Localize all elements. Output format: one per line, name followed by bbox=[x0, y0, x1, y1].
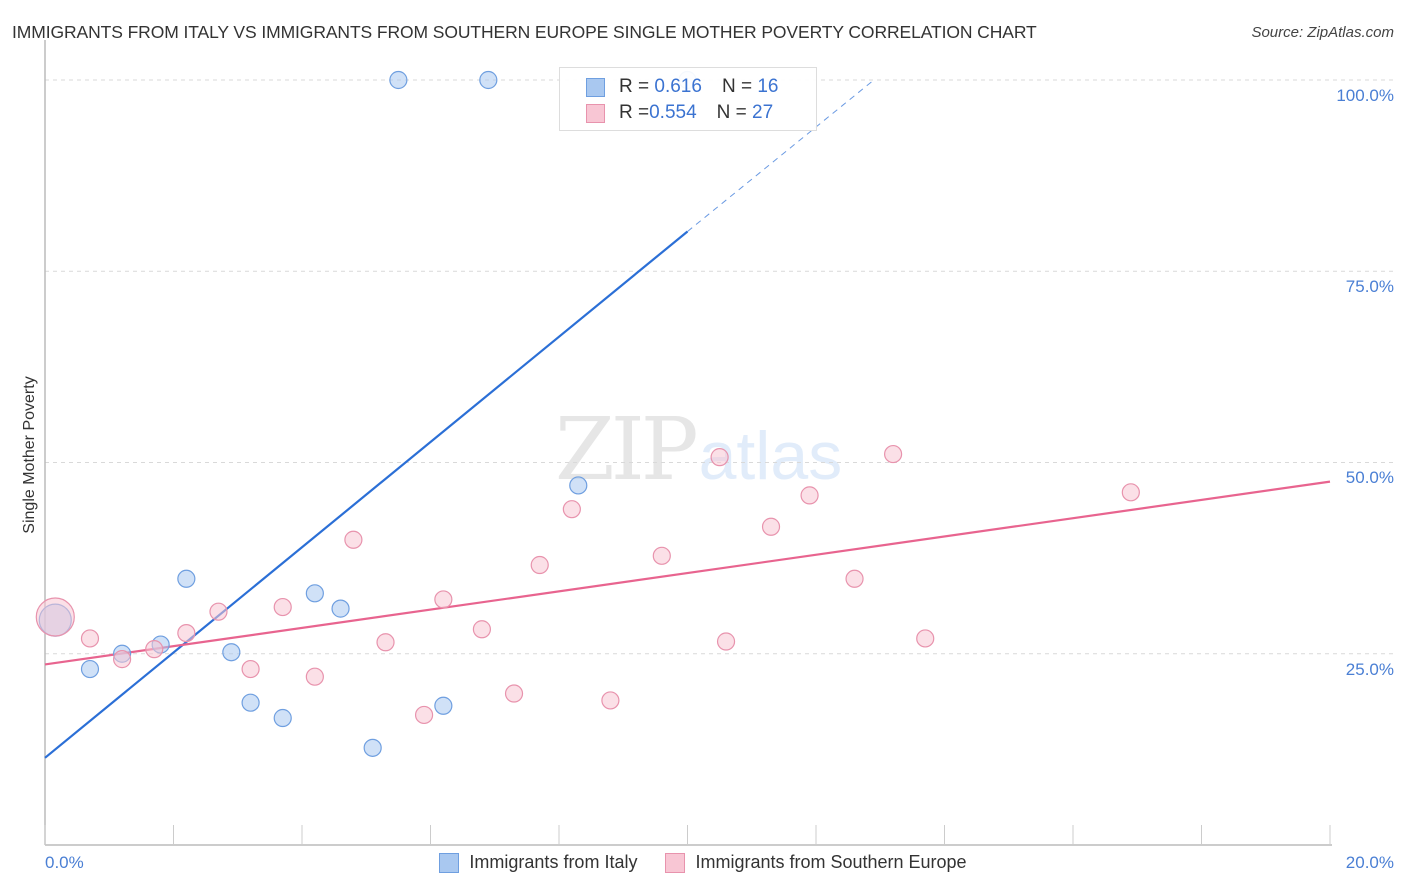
data-point bbox=[241, 693, 260, 712]
data-point bbox=[222, 643, 241, 662]
n-label: N = bbox=[721, 76, 753, 97]
n-value-southern-europe: 27 bbox=[752, 102, 774, 123]
data-point bbox=[569, 476, 588, 495]
data-point bbox=[241, 659, 260, 679]
data-point bbox=[434, 696, 453, 715]
data-point bbox=[479, 70, 498, 90]
italy-legend-swatch-icon bbox=[439, 852, 460, 873]
y-tick-50: 50.0% bbox=[1345, 468, 1394, 487]
data-point bbox=[177, 623, 196, 643]
data-point bbox=[601, 691, 620, 710]
data-point bbox=[472, 620, 491, 639]
data-point bbox=[530, 555, 549, 575]
data-point bbox=[652, 546, 671, 565]
data-point bbox=[344, 530, 363, 549]
n-label: N = bbox=[716, 102, 747, 123]
data-point bbox=[761, 517, 781, 536]
data-point bbox=[331, 599, 350, 618]
data-point bbox=[177, 569, 196, 588]
r-label: R = bbox=[619, 102, 650, 123]
x-tick-max: 20.0% bbox=[1345, 853, 1394, 872]
data-point bbox=[883, 444, 903, 464]
legend-item-southern-europe[interactable]: Immigrants from Southern Europe bbox=[665, 852, 967, 873]
y-axis-label: Single Mother Poverty bbox=[21, 376, 38, 534]
data-point bbox=[434, 590, 453, 609]
legend-label-italy: Immigrants from Italy bbox=[469, 852, 638, 872]
data-point bbox=[363, 738, 382, 757]
italy-swatch-icon bbox=[586, 77, 605, 97]
data-point bbox=[305, 667, 324, 686]
data-point bbox=[916, 629, 935, 648]
data-point bbox=[716, 632, 736, 651]
data-point bbox=[112, 650, 132, 669]
data-point bbox=[800, 486, 819, 505]
legend-row-southern-europe: R = 0.554 N = 27 bbox=[586, 101, 773, 125]
southern-europe-legend-swatch-icon bbox=[665, 852, 686, 873]
data-point bbox=[209, 602, 228, 621]
legend-item-italy[interactable]: Immigrants from Italy bbox=[439, 852, 637, 873]
data-point bbox=[710, 448, 729, 467]
data-point bbox=[80, 659, 100, 679]
data-point bbox=[35, 597, 75, 637]
r-label: R = bbox=[619, 76, 650, 97]
trendline bbox=[44, 230, 689, 759]
data-point bbox=[305, 584, 324, 603]
y-tick-100: 100.0% bbox=[1336, 86, 1394, 105]
data-point bbox=[376, 633, 395, 652]
legend-label-southern-europe: Immigrants from Southern Europe bbox=[695, 852, 967, 872]
data-point bbox=[273, 597, 292, 617]
axes bbox=[44, 40, 1332, 846]
trendline-extension bbox=[687, 79, 875, 232]
data-point bbox=[145, 640, 164, 659]
trendlines bbox=[44, 79, 1331, 759]
y-tick-75: 75.0% bbox=[1345, 277, 1394, 296]
n-value-italy: 16 bbox=[757, 76, 779, 97]
data-points bbox=[35, 70, 1140, 757]
trendline bbox=[44, 480, 1331, 666]
x-tick-min: 0.0% bbox=[45, 853, 84, 872]
legend-row-italy: R = 0.616 N = 16 bbox=[586, 75, 778, 99]
correlation-legend: R = 0.616 N = 16 R = 0.554 N = 27 bbox=[559, 67, 817, 131]
data-point bbox=[389, 70, 408, 90]
data-point bbox=[273, 708, 292, 728]
data-point bbox=[562, 500, 581, 519]
r-value-italy: 0.616 bbox=[654, 76, 702, 97]
chart-title: IMMIGRANTS FROM ITALY VS IMMIGRANTS FROM… bbox=[12, 22, 1037, 42]
data-point bbox=[80, 629, 100, 648]
data-point bbox=[1121, 483, 1140, 502]
southern-europe-swatch-icon bbox=[586, 103, 605, 123]
series-legend: Immigrants from Italy Immigrants from So… bbox=[0, 852, 1406, 873]
r-value-southern-europe: 0.554 bbox=[649, 102, 697, 123]
data-point bbox=[504, 684, 524, 703]
data-point bbox=[845, 569, 864, 588]
data-point bbox=[414, 705, 434, 725]
source-label: Source: ZipAtlas.com bbox=[1251, 24, 1394, 41]
y-tick-25: 25.0% bbox=[1345, 660, 1394, 679]
